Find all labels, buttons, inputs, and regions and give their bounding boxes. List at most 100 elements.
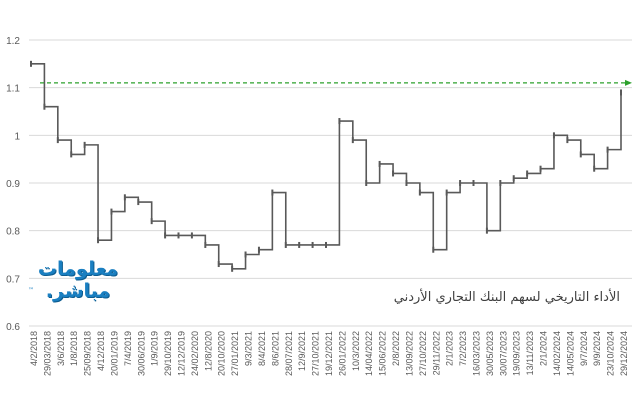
data-point bbox=[593, 165, 596, 172]
x-tick-label: 30/06/2019 bbox=[136, 331, 146, 376]
x-tick-label: 13/11/2023 bbox=[525, 331, 535, 375]
data-point bbox=[217, 261, 220, 268]
x-tick-label: 23/10/2024 bbox=[606, 331, 616, 376]
x-tick-label: 20/01/2019 bbox=[109, 331, 119, 376]
data-point bbox=[97, 237, 100, 244]
data-point bbox=[392, 170, 395, 177]
data-point bbox=[539, 165, 542, 172]
data-point bbox=[298, 241, 301, 248]
x-tick-label: 8/6/2021 bbox=[270, 331, 280, 366]
data-point bbox=[123, 194, 126, 201]
data-point bbox=[70, 151, 73, 158]
y-tick-label: 0.6 bbox=[6, 322, 20, 333]
x-tick-label: 4/2/2018 bbox=[29, 331, 39, 366]
data-point bbox=[177, 232, 180, 239]
x-tick-label: 3/6/2018 bbox=[56, 331, 66, 366]
chart-title: الأداء التاريخي لسهم البنك التجاري الأرد… bbox=[393, 290, 620, 305]
data-point bbox=[351, 137, 354, 144]
y-tick-label: 0.7 bbox=[6, 274, 20, 285]
x-tick-label: 7/2/2023 bbox=[458, 331, 468, 366]
data-point bbox=[472, 180, 475, 186]
data-point bbox=[325, 241, 327, 248]
logo-line2: مباشر. bbox=[45, 280, 111, 302]
data-point bbox=[445, 189, 448, 196]
y-tick-label: 0.9 bbox=[6, 179, 20, 190]
data-point bbox=[378, 160, 381, 167]
data-point bbox=[405, 180, 408, 186]
x-tick-label: 1/9/2019 bbox=[150, 331, 160, 366]
x-tick-label: 27/10/2021 bbox=[311, 331, 321, 376]
y-tick-label: 1 bbox=[14, 131, 20, 142]
data-point bbox=[620, 89, 622, 96]
x-tick-label: 30/05/2023 bbox=[485, 331, 495, 376]
data-point bbox=[43, 103, 46, 110]
x-tick-label: 29/03/2018 bbox=[42, 331, 52, 376]
data-point bbox=[271, 189, 274, 196]
data-point bbox=[579, 151, 582, 158]
x-tick-label: 13/09/2022 bbox=[404, 331, 414, 376]
data-point bbox=[244, 251, 247, 258]
data-point bbox=[204, 241, 207, 248]
data-point bbox=[190, 232, 193, 239]
data-point bbox=[231, 265, 234, 272]
x-tick-label: 2/1/2024 bbox=[539, 331, 549, 366]
data-point bbox=[338, 118, 341, 125]
x-tick-label: 19/12/2021 bbox=[324, 331, 334, 376]
x-tick-label: 14/02/2024 bbox=[552, 331, 562, 376]
data-point bbox=[164, 232, 167, 239]
data-point bbox=[110, 208, 113, 215]
data-point bbox=[459, 180, 462, 186]
data-point bbox=[552, 132, 555, 139]
x-tick-label: 2/1/2023 bbox=[445, 331, 455, 366]
x-tick-label: 29/11/2022 bbox=[431, 331, 441, 375]
data-point bbox=[30, 60, 32, 67]
data-point bbox=[606, 146, 609, 153]
x-tick-label: 8/4/2021 bbox=[257, 331, 267, 366]
data-point bbox=[56, 137, 59, 144]
data-point bbox=[284, 241, 287, 248]
logo-tm: ™ bbox=[28, 287, 34, 294]
reference-arrow-icon bbox=[625, 79, 632, 86]
x-tick-label: 19/09/2023 bbox=[512, 331, 522, 376]
data-point bbox=[512, 175, 515, 182]
x-tick-label: 1/8/2018 bbox=[69, 331, 79, 366]
x-tick-label: 14/05/2024 bbox=[565, 331, 575, 376]
data-point bbox=[418, 189, 421, 196]
data-point bbox=[150, 218, 153, 225]
x-tick-label: 9/7/2024 bbox=[579, 331, 589, 366]
x-tick-label: 27/10/2022 bbox=[418, 331, 428, 376]
logo-line1: معلومات bbox=[37, 258, 119, 280]
x-tick-label: 20/10/2020 bbox=[217, 331, 227, 376]
x-tick-label: 30/07/2023 bbox=[498, 331, 508, 376]
data-point bbox=[311, 241, 314, 248]
x-tick-label: 14/04/2022 bbox=[364, 331, 374, 376]
y-tick-label: 0.8 bbox=[6, 227, 20, 238]
x-tick-label: 16/03/2023 bbox=[472, 331, 482, 376]
x-tick-label: 9/3/2021 bbox=[244, 331, 254, 366]
x-tick-label: 27/01/2021 bbox=[230, 331, 240, 376]
x-tick-label: 29/12/2024 bbox=[619, 331, 629, 376]
x-tick-label: 7/4/2019 bbox=[123, 331, 133, 366]
y-tick-label: 1.2 bbox=[6, 36, 20, 47]
x-tick-label: 28/07/2021 bbox=[284, 331, 294, 376]
data-point bbox=[526, 170, 529, 177]
data-point bbox=[137, 199, 140, 206]
price-line bbox=[31, 63, 622, 270]
x-tick-label: 29/10/2019 bbox=[163, 331, 173, 376]
x-tick-label: 12/9/2021 bbox=[297, 331, 307, 371]
data-point bbox=[365, 180, 368, 186]
data-point bbox=[83, 141, 86, 148]
y-tick-label: 1.1 bbox=[6, 84, 20, 95]
logo: معلومات مباشر. bbox=[28, 258, 128, 302]
data-point bbox=[566, 137, 569, 144]
data-point bbox=[485, 227, 488, 234]
x-tick-label: 10/3/2022 bbox=[351, 331, 361, 371]
x-tick-label: 12/12/2019 bbox=[177, 331, 187, 376]
x-tick-label: 26/01/2022 bbox=[337, 331, 347, 376]
x-tick-label: 25/09/2018 bbox=[83, 331, 93, 376]
x-tick-label: 15/06/2022 bbox=[378, 331, 388, 376]
x-tick-label: 12/8/2020 bbox=[203, 331, 213, 371]
x-tick-label: 2/8/2022 bbox=[391, 331, 401, 366]
data-point bbox=[257, 246, 260, 253]
